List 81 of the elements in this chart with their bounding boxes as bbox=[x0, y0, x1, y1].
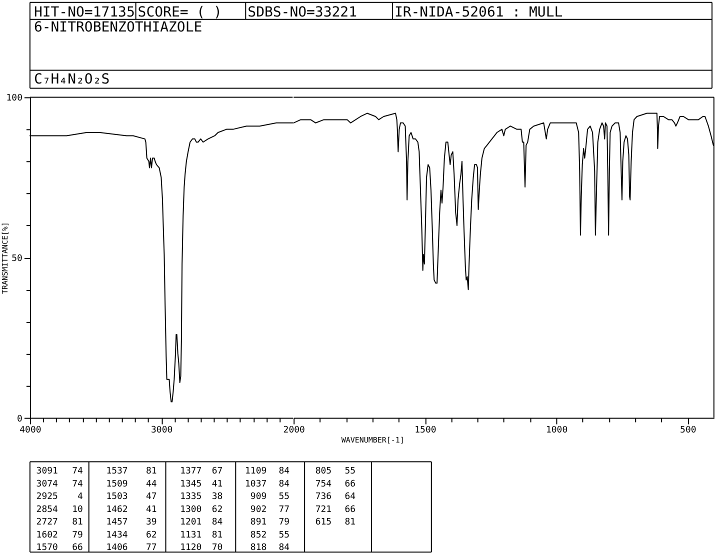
text: 55 bbox=[344, 466, 356, 477]
text: 67 bbox=[212, 466, 223, 477]
text: 1462 bbox=[106, 504, 128, 515]
text: 79 bbox=[278, 518, 290, 528]
x-tick-label: 4000 bbox=[20, 425, 42, 436]
chart-title: 6-NITROBENZOTHIAZOLE bbox=[34, 19, 202, 36]
text: 3091 bbox=[36, 466, 58, 477]
text: 1201 bbox=[180, 518, 202, 528]
text: 1434 bbox=[106, 530, 128, 540]
y-tick-label: 50 bbox=[12, 254, 22, 264]
x-tick-label: 3000 bbox=[151, 425, 173, 436]
text: 66 bbox=[344, 479, 356, 490]
text: 74 bbox=[72, 479, 83, 490]
chart-subtitle: C₇H₄N₂O₂S bbox=[34, 71, 110, 88]
text: 736 bbox=[315, 492, 332, 502]
y-tick-label: 100 bbox=[6, 94, 22, 104]
text: 70 bbox=[212, 543, 223, 553]
text: 1120 bbox=[180, 543, 202, 553]
text: 84 bbox=[278, 543, 290, 553]
x-tick-label: 1000 bbox=[546, 425, 568, 436]
text: 2854 bbox=[36, 504, 58, 515]
text: 1509 bbox=[106, 479, 128, 490]
text: 1345 bbox=[180, 479, 202, 490]
text: 81 bbox=[344, 518, 356, 528]
text: 721 bbox=[315, 504, 332, 515]
y-tick-label: 0 bbox=[17, 414, 22, 424]
text: 66 bbox=[344, 504, 356, 515]
text: 1131 bbox=[180, 530, 202, 540]
text: 81 bbox=[72, 518, 83, 528]
text: SCORE= ( ) bbox=[138, 4, 222, 20]
text: 55 bbox=[278, 492, 290, 502]
text: 62 bbox=[146, 530, 157, 540]
text: 891 bbox=[250, 518, 267, 528]
text: 1109 bbox=[245, 466, 267, 477]
text: 909 bbox=[250, 492, 267, 502]
text: 852 bbox=[250, 530, 267, 540]
text: 1335 bbox=[180, 492, 202, 502]
text: 4 bbox=[77, 492, 83, 502]
text: 38 bbox=[212, 492, 223, 502]
text: 79 bbox=[72, 530, 83, 540]
text: 64 bbox=[344, 492, 356, 502]
x-tick-label: 2000 bbox=[283, 425, 305, 436]
text: 47 bbox=[146, 492, 157, 502]
text: 39 bbox=[146, 518, 157, 528]
text: SDBS-NO=33221 bbox=[248, 4, 357, 20]
text: 1537 bbox=[106, 466, 128, 477]
text: 81 bbox=[212, 530, 223, 540]
text: 3074 bbox=[36, 479, 58, 490]
text: 1406 bbox=[106, 543, 128, 553]
text: 81 bbox=[146, 466, 157, 477]
text: 41 bbox=[212, 479, 223, 490]
text: 84 bbox=[278, 466, 290, 477]
text: 10 bbox=[72, 504, 83, 515]
x-tick-label: 500 bbox=[680, 425, 696, 436]
text: 902 bbox=[250, 504, 267, 515]
text: 805 bbox=[315, 466, 332, 477]
text: 818 bbox=[250, 543, 267, 553]
text: 1300 bbox=[180, 504, 202, 515]
text: 77 bbox=[278, 504, 290, 515]
text: 84 bbox=[212, 518, 223, 528]
text: 615 bbox=[315, 518, 332, 528]
text: 66 bbox=[72, 543, 83, 553]
text: 1377 bbox=[180, 466, 202, 477]
text: 1503 bbox=[106, 492, 128, 502]
text: IR-NIDA-52061 : MULL bbox=[394, 4, 563, 20]
text: 77 bbox=[146, 543, 157, 553]
text: 1570 bbox=[36, 543, 58, 553]
text: 1037 bbox=[245, 479, 267, 490]
text: 41 bbox=[146, 504, 157, 515]
text: 2925 bbox=[36, 492, 58, 502]
x-tick-label: 1500 bbox=[414, 425, 436, 436]
text: 44 bbox=[146, 479, 157, 490]
text: 62 bbox=[212, 504, 223, 515]
text: 2727 bbox=[36, 518, 58, 528]
text: 754 bbox=[315, 479, 332, 490]
text: 55 bbox=[278, 530, 290, 540]
text: 74 bbox=[72, 466, 83, 477]
text: HIT-NO=17135 bbox=[34, 4, 135, 20]
text: 84 bbox=[278, 479, 290, 490]
text: 1457 bbox=[106, 518, 128, 528]
text: 1602 bbox=[36, 530, 58, 540]
